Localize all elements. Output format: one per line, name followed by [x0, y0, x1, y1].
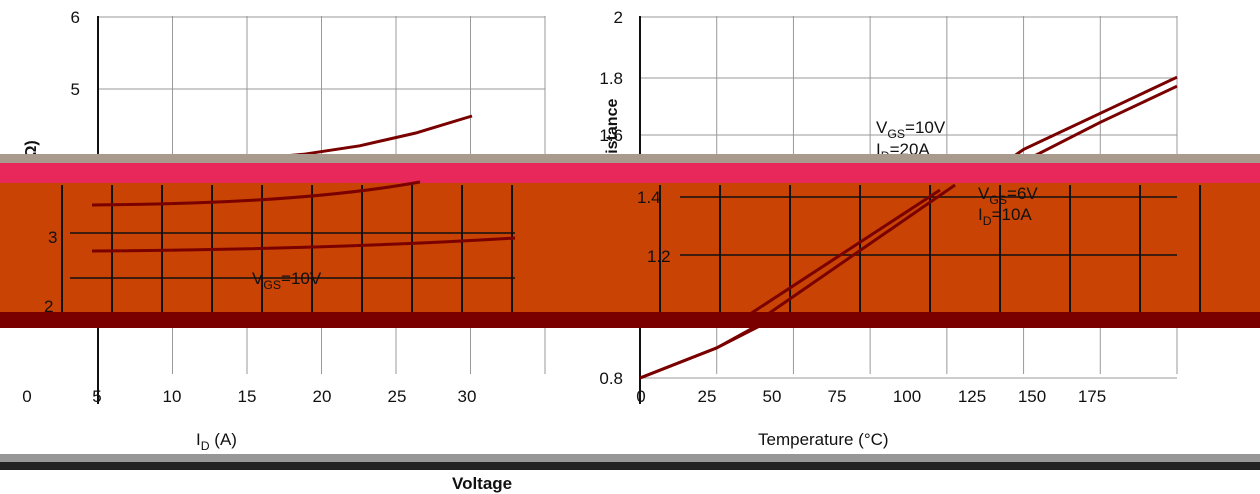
- glitch-curve: [91, 236, 516, 253]
- x-tick-label: 25: [388, 387, 407, 406]
- x-tick-label: 125: [958, 387, 986, 406]
- y-tick-label: 1.8: [599, 69, 623, 88]
- x-tick-label: 0: [636, 387, 645, 406]
- annotation-vgs-10v: VGS=10V: [876, 118, 946, 141]
- band-maroon: [0, 312, 1260, 328]
- x-axis-title: ID (A): [196, 430, 237, 453]
- x-tick-label: 25: [698, 387, 717, 406]
- y-tick-label: 1.6: [599, 126, 623, 145]
- x-tick-label: 15: [238, 387, 257, 406]
- band-orange: [0, 183, 1260, 313]
- y-tick-label-glitch: 1.2: [647, 247, 671, 266]
- band-pink: [0, 163, 1260, 185]
- y-tick-label-glitch: 1.4: [637, 188, 661, 207]
- x-tick-label: 175: [1078, 387, 1106, 406]
- x-tick-label: 20: [313, 387, 332, 406]
- x-tick-label: 5: [92, 387, 101, 406]
- glitch-curve: [767, 183, 956, 316]
- x-tick-label: 0: [22, 387, 31, 406]
- y-tick-label-glitch: 2: [44, 297, 53, 316]
- x-tick-label: 150: [1018, 387, 1046, 406]
- x-tick-label: 50: [763, 387, 782, 406]
- x-tick-label: 10: [163, 387, 182, 406]
- annotation-id-10a: ID=10A: [978, 205, 1032, 228]
- y-tick-label: 5: [71, 80, 80, 99]
- y-tick-label: 6: [71, 8, 80, 27]
- y-tick-label: 2: [614, 8, 623, 27]
- annotation-vgs-10v-left: VGS=10V: [252, 269, 322, 292]
- band-dark-bottom: [0, 462, 1260, 470]
- y-tick-label: 0.8: [599, 369, 623, 388]
- glitch-curve: [91, 180, 421, 207]
- bottom-caption-tail: Voltage: [452, 474, 513, 493]
- x-tick-label: 75: [828, 387, 847, 406]
- x-axis-title: Temperature (°C): [758, 430, 889, 449]
- y-tick-label-glitch: 3: [48, 228, 57, 247]
- annotation-vgs-6v: VGS=6V: [978, 184, 1038, 207]
- x-tick-label: 30: [458, 387, 477, 406]
- band-noise-bottom: [0, 454, 1260, 462]
- glitch-curve: [749, 188, 941, 316]
- x-tick-label: 100: [893, 387, 921, 406]
